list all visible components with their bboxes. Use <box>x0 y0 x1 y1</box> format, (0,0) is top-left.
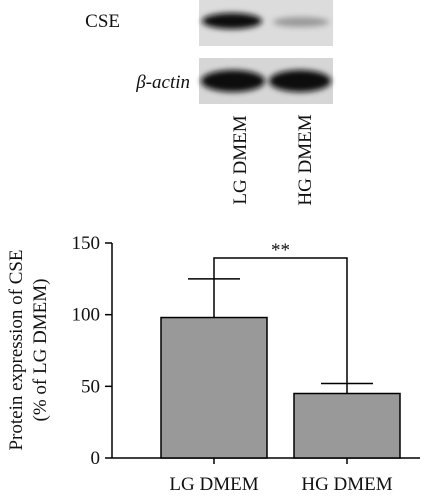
blot-row-label: CSE <box>85 11 120 32</box>
blot-row-label: β-actin <box>135 72 190 93</box>
x-tick-label: LG DMEM <box>169 474 258 495</box>
y-axis-label: Protein expression of CSE <box>6 249 27 450</box>
x-tick-label: HG DMEM <box>301 474 392 495</box>
significance-label: ** <box>271 240 290 261</box>
y-tick-label: 50 <box>81 376 100 397</box>
y-tick-label: 100 <box>72 305 101 326</box>
y-tick-label: 0 <box>91 448 101 469</box>
y-tick-label: 150 <box>72 233 101 254</box>
y-axis-label: (% of LG DMEM) <box>30 278 51 421</box>
blot-lane-label: LG DMEM <box>230 115 251 204</box>
blot-image <box>199 0 333 104</box>
bar <box>160 316 268 459</box>
bar <box>293 392 401 459</box>
error-bar <box>321 382 373 394</box>
error-bar <box>188 278 240 318</box>
significance-bracket <box>213 257 348 384</box>
blot-lane-label: HG DMEM <box>295 114 316 205</box>
